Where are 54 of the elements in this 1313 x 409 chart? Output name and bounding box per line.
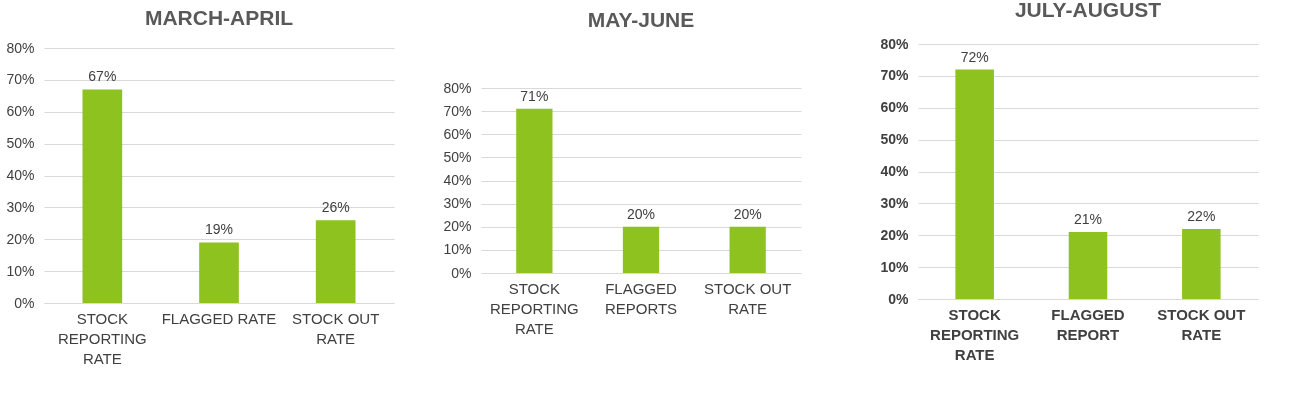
y-tick-label: 70% — [6, 71, 35, 88]
data-label: 72% — [960, 48, 989, 65]
x-tick-label: STOCK OUT RATE — [1157, 305, 1246, 343]
y-tick-label: 60% — [880, 99, 910, 116]
y-tick-label: 80% — [880, 35, 910, 52]
data-label: 71% — [520, 87, 549, 104]
y-tick-label: 70% — [443, 102, 472, 119]
y-tick-label: 20% — [443, 218, 472, 235]
y-tick-label: 10% — [6, 262, 35, 279]
chart-title: MARCH-APRIL — [144, 6, 294, 29]
y-tick-label: 60% — [443, 125, 472, 142]
x-tick-label: FLAGGED RATE — [161, 309, 277, 327]
bar — [1182, 228, 1221, 299]
y-tick-label: 10% — [880, 258, 910, 275]
y-tick-label: 20% — [880, 226, 910, 243]
y-tick-label: 50% — [880, 131, 910, 148]
data-label: 20% — [733, 205, 762, 222]
data-label: 26% — [321, 199, 350, 216]
x-tick-label: STOCK OUT RATE — [292, 309, 380, 347]
bar — [1068, 232, 1108, 299]
chart-title: JULY-AUGUST — [1014, 0, 1162, 21]
y-tick-label: 10% — [443, 241, 472, 258]
x-tick-label: STOCK REPORTING RATE — [930, 305, 1020, 363]
y-tick-label: 60% — [6, 103, 35, 120]
bar — [315, 220, 356, 303]
y-tick-label: 50% — [6, 135, 35, 152]
y-tick-label: 80% — [6, 39, 35, 56]
bar — [955, 69, 994, 299]
x-tick-label: FLAGGED REPORTS — [604, 279, 678, 317]
x-tick-label: FLAGGED REPORT — [1051, 305, 1125, 343]
y-tick-label: 0% — [451, 264, 472, 281]
y-tick-label: 80% — [443, 79, 472, 96]
bar — [82, 89, 123, 303]
bar — [199, 242, 239, 303]
data-label: 19% — [204, 221, 234, 238]
x-tick-label: STOCK OUT RATE — [704, 279, 792, 317]
y-tick-label: 40% — [6, 167, 35, 183]
x-tick-label: STOCK REPORTING RATE — [489, 279, 579, 337]
y-tick-label: 30% — [880, 194, 910, 211]
y-tick-label: 70% — [880, 67, 910, 84]
data-label: 67% — [88, 68, 117, 85]
y-tick-label: 0% — [14, 294, 35, 311]
chart-title: MAY-JUNE — [587, 8, 695, 31]
data-label: 22% — [1187, 207, 1216, 224]
y-tick-label: 30% — [6, 198, 35, 215]
y-tick-label: 40% — [443, 172, 472, 188]
data-label: 20% — [626, 205, 656, 222]
y-tick-label: 0% — [888, 290, 910, 307]
y-tick-label: 20% — [6, 230, 35, 247]
y-tick-label: 30% — [443, 195, 472, 212]
y-tick-label: 40% — [880, 163, 910, 179]
y-tick-label: 50% — [443, 148, 472, 165]
x-tick-label: STOCK REPORTING RATE — [57, 309, 147, 367]
data-label: 21% — [1073, 211, 1103, 228]
